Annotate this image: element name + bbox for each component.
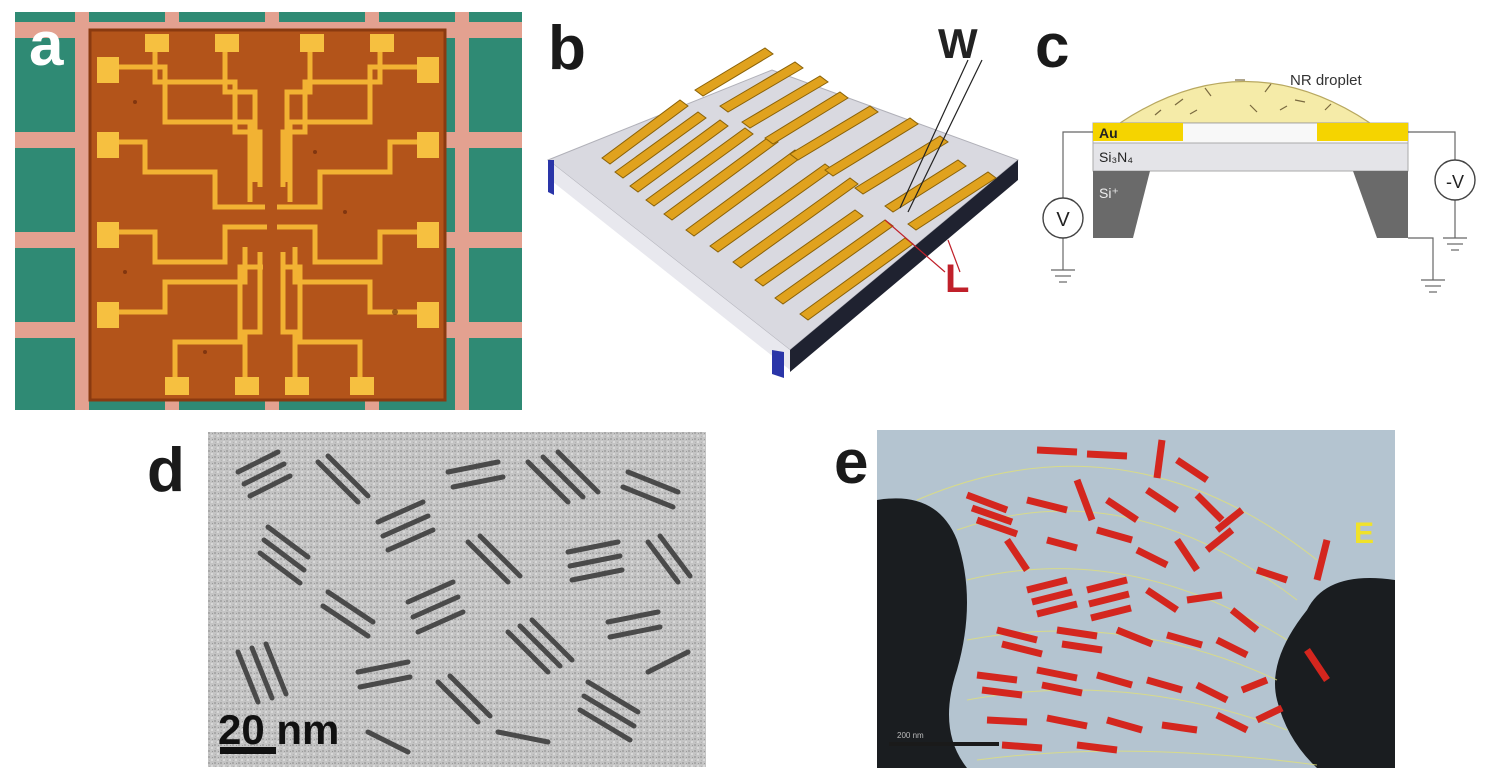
left-electrode-shadow (877, 498, 967, 768)
panel-b-electrode-schematic: W L b (540, 10, 1020, 410)
scale-bar-e (889, 742, 999, 746)
panel-a-chip-photo: a (15, 12, 522, 410)
red-rod-overlay (965, 439, 1331, 754)
substrate-side (790, 160, 1018, 372)
ground-symbols (1051, 237, 1467, 293)
panel-c-cross-section: NR droplet Au Si₃N₄ Si⁺ V -V c (1025, 10, 1495, 330)
au-label: Au (1099, 125, 1118, 141)
nr-droplet (1118, 81, 1372, 124)
panel-label-b: b (548, 14, 586, 83)
panel-label-a: a (29, 12, 64, 79)
si-left (1093, 171, 1150, 238)
v-label: V (1056, 209, 1070, 231)
cross-section-diagram: NR droplet Au Si₃N₄ Si⁺ V -V (1042, 72, 1476, 293)
panel-label-c: c (1035, 12, 1070, 81)
scale-bar-label-d: 20 nm (218, 706, 339, 753)
scale-bar-label-e: 200 nm (897, 731, 924, 740)
electrode-array-3d: W L (547, 20, 1019, 378)
gold-electrodes (601, 47, 997, 321)
droplet-label: NR droplet (1290, 72, 1363, 89)
au-left (1093, 123, 1183, 141)
w-label: W (938, 20, 978, 67)
panel-e-tem-overlay: E 200 nm (877, 430, 1395, 768)
e-marker: E (1354, 517, 1374, 550)
scale-bar-d (220, 747, 276, 754)
panel-label-d: d (147, 436, 185, 505)
neg-v-label: -V (1446, 172, 1464, 192)
si-label: Si⁺ (1099, 185, 1119, 201)
si-right (1353, 171, 1408, 238)
bond-pads (97, 34, 439, 395)
panel-d-tem-image: 20 nm (208, 432, 706, 767)
au-right (1317, 123, 1408, 141)
nanorod-tem: 20 nm (208, 432, 706, 767)
voltage-source-v (1042, 197, 1084, 239)
panel-label-e: e (834, 428, 869, 497)
right-electrode-shadow (1275, 578, 1395, 768)
si3n4-layer (1092, 142, 1409, 172)
nanorods (235, 449, 693, 755)
gold-leads (100, 37, 435, 392)
l-label: L (945, 257, 969, 301)
si3n4-label: Si₃N₄ (1099, 149, 1133, 165)
voltage-source-neg-v (1434, 159, 1476, 201)
aligned-nanorod-overlay: E 200 nm (877, 430, 1395, 768)
chip-membrane (90, 30, 445, 400)
chip-photo (15, 12, 522, 410)
